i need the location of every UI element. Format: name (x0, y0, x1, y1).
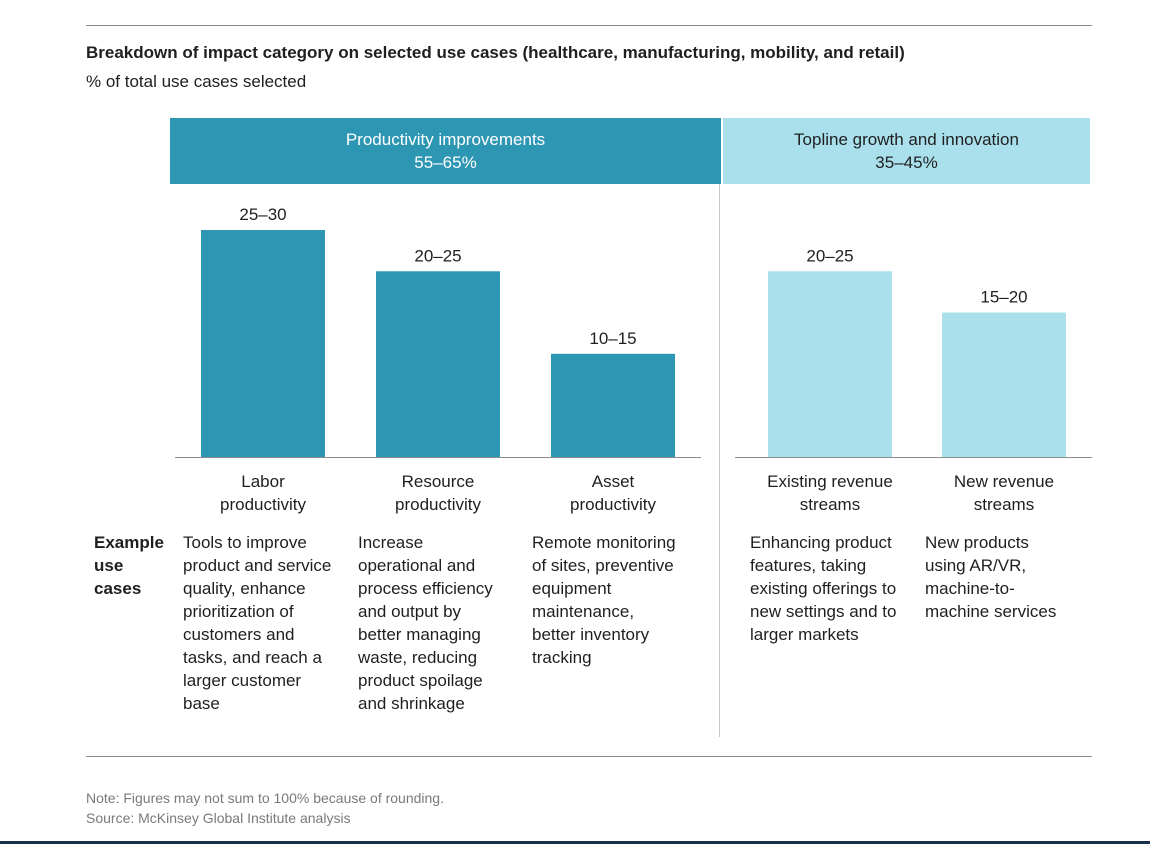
example-text-line: and output by (358, 602, 462, 621)
category-label-line: Labor (241, 472, 285, 491)
example-text-line: maintenance, (532, 602, 635, 621)
group-header-name: Topline growth and innovation (794, 130, 1019, 149)
category-label-line: streams (799, 495, 861, 514)
bar (551, 353, 675, 457)
example-text-line: using AR/VR, (925, 556, 1027, 575)
example-text-line: operational and (358, 556, 476, 575)
bar (768, 271, 892, 457)
category-label-line: productivity (220, 495, 306, 514)
example-text-line: tracking (532, 648, 592, 667)
example-text-line: existing offerings to (750, 579, 897, 598)
category-label: Existing revenue streams (745, 470, 915, 516)
category-label: Resource productivity (353, 470, 523, 516)
example-text-line: New products (925, 533, 1029, 552)
bar (942, 312, 1066, 457)
data-label: 20–25 (414, 246, 461, 265)
category-label-line: Resource (401, 472, 475, 491)
data-label: 20–25 (806, 246, 853, 265)
example-text: Increase operational and process efficienc… (358, 531, 528, 715)
category-label: Asset productivity (528, 470, 698, 516)
group-divider (719, 184, 720, 737)
example-text: New products using AR/VR, machine-to-machi… (925, 531, 1095, 623)
bar (376, 271, 500, 457)
example-text-line: Enhancing product (750, 533, 892, 552)
category-label-line: productivity (395, 495, 481, 514)
example-text-line: Increase (358, 533, 424, 552)
example-text-line: larger markets (750, 625, 859, 644)
example-text-line: and shrinkage (358, 694, 465, 713)
example-text: Remote monitoring of sites, preventive equ… (532, 531, 702, 669)
chart-title: Breakdown of impact category on selected… (86, 43, 905, 62)
example-text-line: better inventory (532, 625, 650, 644)
example-text-line: prioritization of (183, 602, 294, 621)
example-text-line: new settings and to (750, 602, 897, 621)
example-text-line: features, taking (750, 556, 867, 575)
category-label-line: Existing revenue (767, 472, 893, 491)
category-label-line: New revenue (953, 472, 1055, 491)
group-header-range: 35–45% (875, 153, 938, 172)
group-header-range: 55–65% (414, 153, 477, 172)
example-text-line: equipment (532, 579, 612, 598)
example-text-line: base (183, 694, 220, 713)
data-label: 25–30 (239, 205, 286, 224)
example-text-line: machine services (925, 602, 1057, 621)
category-label-line: streams (973, 495, 1035, 514)
example-text-line: Tools to improve (183, 533, 307, 552)
category-label-line: productivity (570, 495, 656, 514)
source-text: Source: McKinsey Global Institute analys… (86, 810, 351, 826)
example-text: Tools to improve product and service quali… (183, 531, 353, 715)
example-text-line: larger customer (183, 671, 302, 690)
group-header-name: Productivity improvements (345, 130, 546, 149)
chart-subtitle: % of total use cases selected (86, 72, 307, 91)
data-label: 15–20 (980, 288, 1027, 307)
example-label-line: cases (94, 579, 142, 598)
example-label-line: Example (94, 533, 164, 552)
note-text: Note: Figures may not sum to 100% becaus… (86, 790, 444, 806)
group-header-topline: Topline growth and innovation 35–45% (723, 118, 1090, 184)
example-text-line: waste, reducing (358, 648, 478, 667)
page-bottom-edge (0, 841, 1150, 844)
example-text-line: process efficiency (358, 579, 493, 598)
example-text-line: of sites, preventive (532, 556, 674, 575)
example-text-line: Remote monitoring (532, 533, 676, 552)
data-label: 10–15 (589, 329, 636, 348)
example-text-line: product spoilage (358, 671, 483, 690)
top-rule (86, 25, 1092, 26)
example-text-line: machine-to- (925, 579, 1015, 598)
example-text-line: customers and (183, 625, 295, 644)
category-label: Labor productivity (178, 470, 348, 516)
footnotes: Note: Figures may not sum to 100% becaus… (86, 788, 444, 828)
example-text-line: tasks, and reach a (183, 648, 322, 667)
example-label-line: use (94, 556, 124, 575)
example-text-line: product and service (183, 556, 332, 575)
example-text: Enhancing product features, taking existin… (750, 531, 920, 646)
example-text-line: quality, enhance (183, 579, 306, 598)
category-label: New revenue streams (919, 470, 1089, 516)
bottom-rule (86, 756, 1092, 757)
group-header-productivity: Productivity improvements 55–65% (170, 118, 721, 184)
bar (201, 230, 325, 457)
example-use-cases-label: Example use cases (94, 531, 164, 600)
example-text-line: better managing (358, 625, 481, 644)
category-label-line: Asset (591, 472, 635, 491)
